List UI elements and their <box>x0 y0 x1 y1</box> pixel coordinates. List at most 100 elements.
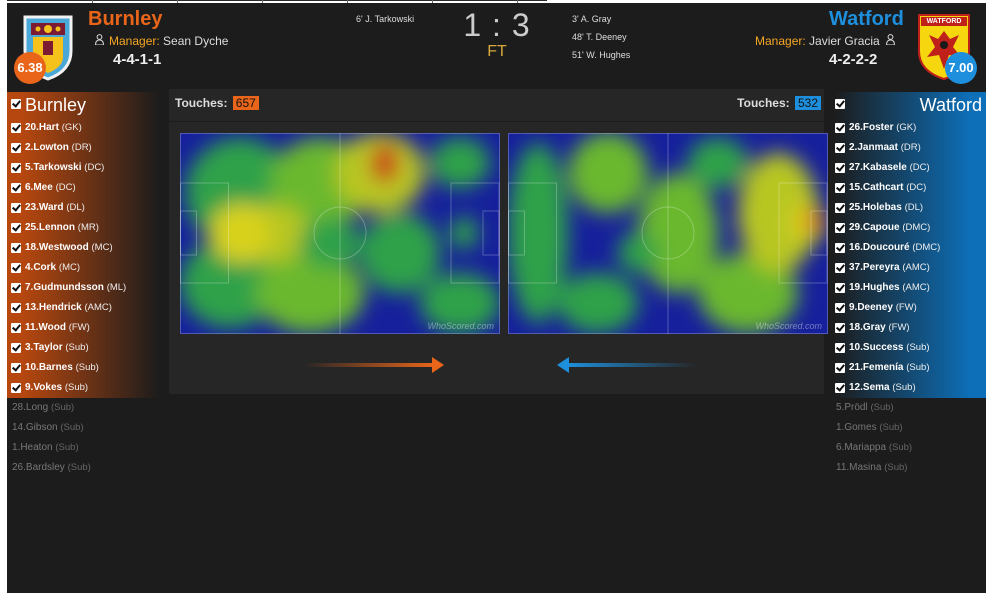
checkbox-icon[interactable] <box>835 183 845 193</box>
player-row[interactable]: 10.Success (Sub) <box>834 338 986 358</box>
checkbox-icon[interactable] <box>11 363 21 373</box>
player-row[interactable]: 25.Lennon (MR) <box>7 218 159 238</box>
player-position: (Sub) <box>906 342 930 353</box>
bench-player-row[interactable]: 5.Prödl (Sub) <box>834 398 986 418</box>
checkbox-icon[interactable] <box>835 123 845 133</box>
checkbox-icon[interactable] <box>835 163 845 173</box>
checkbox-icon[interactable] <box>835 363 845 373</box>
bench-player-row[interactable]: 6.Mariappa (Sub) <box>834 438 986 458</box>
player-row[interactable]: 21.Femenía (Sub) <box>834 358 986 378</box>
checkbox-icon[interactable] <box>835 223 845 233</box>
player-row[interactable]: 18.Westwood (MC) <box>7 238 159 258</box>
player-name: 11.Masina (Sub) <box>836 458 907 478</box>
away-goals: 3' A. Gray 48' T. Deeney 51' W. Hughes <box>572 10 630 64</box>
player-position: (ML) <box>106 282 127 293</box>
player-name-text: 11.Masina <box>836 462 882 473</box>
away-touches-value: 532 <box>794 96 821 110</box>
player-row[interactable]: 6.Mee (DC) <box>7 178 159 198</box>
checkbox-icon[interactable] <box>835 383 845 393</box>
player-row[interactable]: 19.Hughes (AMC) <box>834 278 986 298</box>
checkbox-icon[interactable] <box>11 99 21 109</box>
bench-player-row[interactable]: 26.Bardsley (Sub) <box>7 458 159 478</box>
player-row[interactable]: 15.Cathcart (DC) <box>834 178 986 198</box>
away-rating-badge: 7.00 <box>945 52 977 84</box>
checkbox-icon[interactable] <box>835 283 845 293</box>
player-name: 26.Bardsley (Sub) <box>12 458 91 478</box>
checkbox-icon[interactable] <box>835 303 845 313</box>
player-row[interactable]: 18.Gray (FW) <box>834 318 986 338</box>
player-row[interactable]: 2.Lowton (DR) <box>7 138 159 158</box>
player-row[interactable]: 4.Cork (MC) <box>7 258 159 278</box>
player-name-text: 15.Cathcart <box>849 182 904 193</box>
player-row[interactable]: 16.Doucouré (DMC) <box>834 238 986 258</box>
player-name-text: 16.Doucouré <box>849 242 910 253</box>
player-row[interactable]: 9.Deeney (FW) <box>834 298 986 318</box>
player-position: (Sub) <box>64 382 89 393</box>
home-team-name[interactable]: Burnley <box>88 8 163 30</box>
player-row[interactable]: 20.Hart (GK) <box>7 118 159 138</box>
player-name: 9.Deeney (FW) <box>849 298 917 318</box>
player-row[interactable]: 2.Janmaat (DR) <box>834 138 986 158</box>
player-position: (MC) <box>91 242 113 253</box>
away-player-list: Watford 26.Foster (GK) 2.Janmaat (DR) 27.K… <box>834 92 986 478</box>
bench-player-row[interactable]: 1.Heaton (Sub) <box>7 438 159 458</box>
player-name-text: 5.Tarkowski <box>25 162 82 173</box>
divider <box>169 121 824 122</box>
checkbox-icon[interactable] <box>835 99 845 109</box>
home-rating-badge: 6.38 <box>14 52 46 84</box>
player-row[interactable]: 9.Vokes (Sub) <box>7 378 159 398</box>
checkbox-icon[interactable] <box>11 243 21 253</box>
checkbox-icon[interactable] <box>11 323 21 333</box>
bench-player-row[interactable]: 14.Gibson (Sub) <box>7 418 159 438</box>
checkbox-icon[interactable] <box>11 303 21 313</box>
player-position: (Sub) <box>870 402 894 413</box>
player-row[interactable]: 27.Kabasele (DC) <box>834 158 986 178</box>
player-position: (Sub) <box>879 422 903 433</box>
checkbox-icon[interactable] <box>835 143 845 153</box>
player-name: 1.Heaton (Sub) <box>12 438 79 458</box>
player-row[interactable]: 10.Barnes (Sub) <box>7 358 159 378</box>
player-position: (DMC) <box>902 222 931 233</box>
checkbox-icon[interactable] <box>11 263 21 273</box>
checkbox-icon[interactable] <box>11 203 21 213</box>
player-row[interactable]: 3.Taylor (Sub) <box>7 338 159 358</box>
player-row[interactable]: 11.Wood (FW) <box>7 318 159 338</box>
checkbox-icon[interactable] <box>835 263 845 273</box>
home-team-toggle[interactable]: Burnley <box>7 92 159 118</box>
checkbox-icon[interactable] <box>11 143 21 153</box>
checkbox-icon[interactable] <box>11 223 21 233</box>
home-touches: Touches: 657 <box>175 96 259 110</box>
checkbox-icon[interactable] <box>11 383 21 393</box>
player-row[interactable]: 23.Ward (DL) <box>7 198 159 218</box>
player-row[interactable]: 25.Holebas (DL) <box>834 198 986 218</box>
player-name: 28.Long (Sub) <box>12 398 74 418</box>
player-row[interactable]: 26.Foster (GK) <box>834 118 986 138</box>
player-name-text: 23.Ward <box>25 202 64 213</box>
checkbox-icon[interactable] <box>11 343 21 353</box>
bench-player-row[interactable]: 11.Masina (Sub) <box>834 458 986 478</box>
player-position: (DR) <box>900 142 921 153</box>
checkbox-icon[interactable] <box>11 183 21 193</box>
checkbox-icon[interactable] <box>11 123 21 133</box>
checkbox-icon[interactable] <box>835 323 845 333</box>
player-row[interactable]: 37.Pereyra (AMC) <box>834 258 986 278</box>
player-position: (FW) <box>888 322 910 333</box>
checkbox-icon[interactable] <box>835 203 845 213</box>
player-row[interactable]: 12.Sema (Sub) <box>834 378 986 398</box>
player-row[interactable]: 13.Hendrick (AMC) <box>7 298 159 318</box>
checkbox-icon[interactable] <box>11 283 21 293</box>
player-row[interactable]: 5.Tarkowski (DC) <box>7 158 159 178</box>
bench-player-row[interactable]: 28.Long (Sub) <box>7 398 159 418</box>
away-team-name[interactable]: Watford <box>829 8 904 30</box>
player-name-text: 29.Capoue <box>849 222 900 233</box>
player-row[interactable]: 29.Capoue (DMC) <box>834 218 986 238</box>
player-row[interactable]: 7.Gudmundsson (ML) <box>7 278 159 298</box>
browser-top-edge <box>7 0 547 4</box>
checkbox-icon[interactable] <box>835 343 845 353</box>
player-position: (AMC) <box>84 302 112 313</box>
away-team-toggle[interactable]: Watford <box>834 92 986 118</box>
checkbox-icon[interactable] <box>835 243 845 253</box>
bench-player-row[interactable]: 1.Gomes (Sub) <box>834 418 986 438</box>
checkbox-icon[interactable] <box>11 163 21 173</box>
player-name: 16.Doucouré (DMC) <box>849 238 940 258</box>
